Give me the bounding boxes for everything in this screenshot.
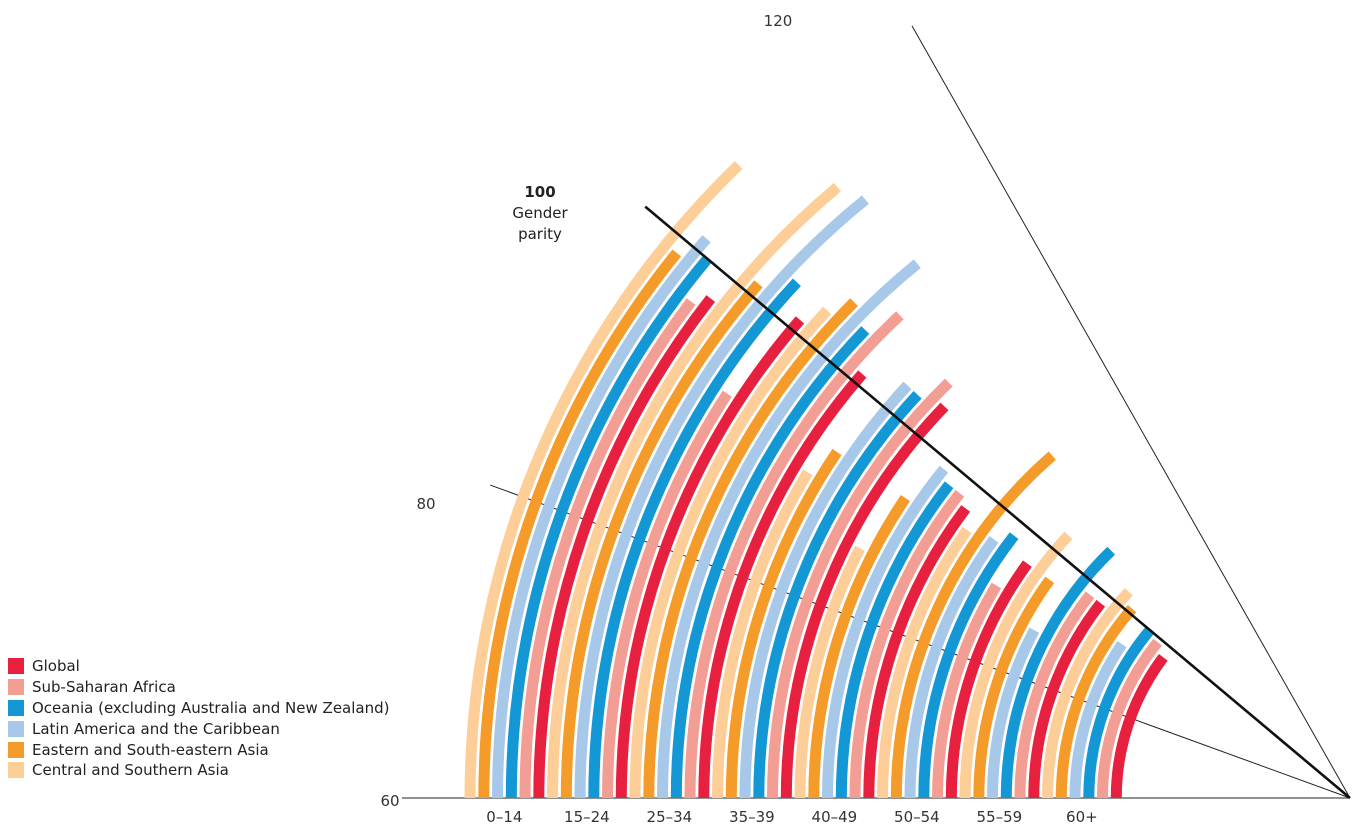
axis-line-120 <box>911 25 1351 799</box>
parity-line <box>644 205 1351 799</box>
legend-label: Eastern and South-eastern Asia <box>32 740 269 759</box>
legend-item: Eastern and South-eastern Asia <box>8 739 389 760</box>
data-arc <box>849 489 965 799</box>
data-arc <box>1083 626 1155 799</box>
legend-swatch <box>8 741 24 758</box>
category-label: 55–59 <box>977 808 1023 826</box>
data-arc <box>918 532 1019 799</box>
data-arc <box>890 451 1056 799</box>
data-arc <box>1042 587 1133 799</box>
data-arc <box>643 298 858 799</box>
data-arc <box>670 326 870 799</box>
data-arc <box>725 448 842 799</box>
data-arc <box>904 536 999 799</box>
data-arc <box>1028 599 1106 799</box>
data-arc <box>1110 653 1168 799</box>
data-arc <box>519 298 696 799</box>
legend-label: Latin America and the Caribbean <box>32 719 280 738</box>
data-arc <box>505 255 712 799</box>
category-label: 15–24 <box>564 808 610 826</box>
data-arc <box>492 235 711 799</box>
data-arc <box>684 311 904 799</box>
parity-label-line2: parity <box>518 225 562 243</box>
data-arc <box>657 259 921 799</box>
data-arc <box>602 390 732 799</box>
data-arc <box>780 402 949 799</box>
data-arc <box>753 391 922 799</box>
data-arc <box>822 465 949 799</box>
legend-label: Central and Southern Asia <box>32 761 229 780</box>
data-arc <box>987 627 1040 799</box>
parity-label-line1: Gender <box>512 204 568 222</box>
data-arc <box>464 161 743 799</box>
data-arc <box>1014 591 1095 799</box>
legend-swatch <box>8 699 24 716</box>
legend-swatch <box>8 762 24 779</box>
data-arc <box>478 249 682 799</box>
legend-label: Global <box>32 657 80 676</box>
data-arc <box>615 316 805 799</box>
legend-item: Oceania (excluding Australia and New Zea… <box>8 698 389 719</box>
data-arc <box>767 378 953 799</box>
legend-label: Oceania (excluding Australia and New Zea… <box>32 698 390 717</box>
legend-swatch <box>8 658 24 675</box>
chart-legend: Global Sub-Saharan Africa Oceania (excludi… <box>8 656 389 781</box>
category-label: 35–39 <box>729 808 775 826</box>
chart-labels: 60 80 120 0–14 15–24 25–34 35–39 40–49 50–54 55–5… <box>380 12 1097 826</box>
data-arc <box>533 295 716 799</box>
data-arc <box>1069 641 1127 799</box>
legend-item: Global <box>8 656 389 677</box>
legend-item: Central and Southern Asia <box>8 760 389 781</box>
data-arc <box>588 278 801 799</box>
axis-tick-label: 60 <box>380 792 399 810</box>
data-arc <box>863 505 971 799</box>
axis-tick-label: 120 <box>764 12 793 30</box>
data-arc <box>835 481 954 799</box>
category-label: 40–49 <box>812 808 858 826</box>
data-arc <box>1055 604 1137 799</box>
axis-tick-label: 80 <box>416 495 435 513</box>
data-arc <box>959 531 1073 799</box>
data-arc <box>1097 638 1162 799</box>
data-arc <box>712 469 813 799</box>
data-arc <box>877 526 972 799</box>
parity-line-group <box>644 205 1351 799</box>
legend-swatch <box>8 679 24 696</box>
legend-swatch <box>8 720 24 737</box>
category-label: 50–54 <box>894 808 940 826</box>
legend-item: Sub-Saharan Africa <box>8 677 389 698</box>
data-arc <box>945 560 1032 799</box>
data-arc <box>973 576 1055 799</box>
data-arc <box>698 370 867 799</box>
legend-label: Sub-Saharan Africa <box>32 678 176 697</box>
data-arc <box>574 195 869 799</box>
parity-label: 100 Gender parity <box>490 182 590 245</box>
data-arc <box>808 495 910 799</box>
legend-item: Latin America and the Caribbean <box>8 718 389 739</box>
data-arc <box>629 306 832 799</box>
category-label: 25–34 <box>647 808 693 826</box>
data-arc <box>794 545 865 799</box>
category-label: 60+ <box>1066 808 1098 826</box>
parity-value: 100 <box>524 183 556 201</box>
category-label: 0–14 <box>486 808 522 826</box>
data-arc <box>739 381 912 799</box>
data-arc <box>547 182 841 799</box>
data-arc <box>560 280 763 799</box>
chart-arcs <box>464 161 1168 799</box>
data-arc <box>932 582 1002 799</box>
